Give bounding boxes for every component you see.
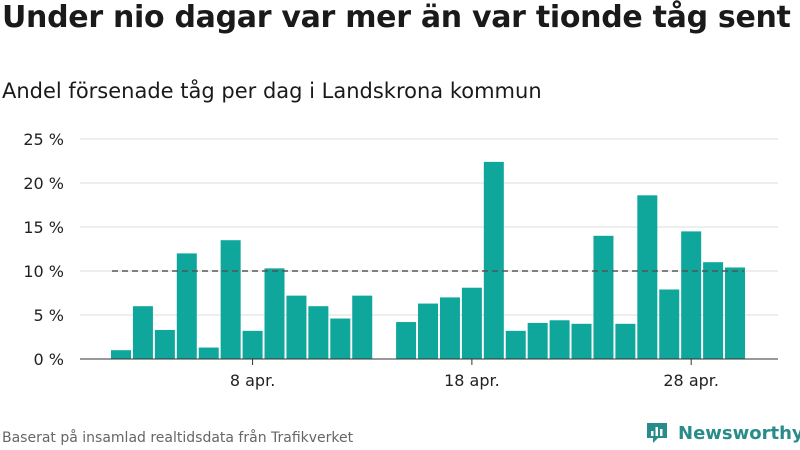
y-tick-label: 15 % — [23, 218, 64, 237]
bar — [681, 231, 701, 359]
bar — [177, 253, 197, 359]
bar — [528, 323, 548, 359]
y-tick-label: 5 % — [34, 306, 64, 325]
bar-chart: 0 % 5 % 10 % 15 % 20 % 25 % 8 apr. 18 apr. 28 ap… — [0, 0, 800, 450]
x-tick-label: 8 apr. — [230, 371, 275, 390]
bar — [659, 289, 679, 359]
y-tick-label: 0 % — [34, 350, 64, 369]
bar — [484, 162, 504, 359]
bar — [615, 324, 635, 359]
bar — [330, 319, 350, 359]
bar — [308, 306, 328, 359]
y-tick-label: 10 % — [23, 262, 64, 281]
bar — [703, 262, 723, 359]
bar — [221, 240, 241, 359]
x-tick-label: 18 apr. — [444, 371, 500, 390]
brand-name: Newsworthy — [678, 423, 800, 444]
x-tick-label: 28 apr. — [663, 371, 719, 390]
bar — [396, 322, 416, 359]
bar — [572, 324, 592, 359]
bar — [111, 350, 131, 359]
bar — [462, 288, 482, 359]
y-tick-label: 20 % — [23, 174, 64, 193]
bar — [286, 296, 306, 359]
bar — [506, 331, 526, 359]
bar — [637, 195, 657, 359]
y-tick-label: 25 % — [23, 130, 64, 149]
source-note: Baserat på insamlad realtidsdata från Tr… — [2, 430, 353, 446]
brand-logo: Newsworthy — [644, 420, 800, 446]
bar — [725, 267, 745, 359]
bar — [550, 320, 570, 359]
bar — [243, 331, 263, 359]
bar — [199, 348, 219, 359]
bar — [265, 268, 285, 359]
bar — [418, 304, 438, 359]
bar — [155, 330, 175, 359]
bar — [133, 306, 153, 359]
bar — [352, 296, 372, 359]
bar — [593, 236, 613, 359]
bar — [440, 297, 460, 359]
bar-chart-logo-icon — [644, 420, 670, 446]
